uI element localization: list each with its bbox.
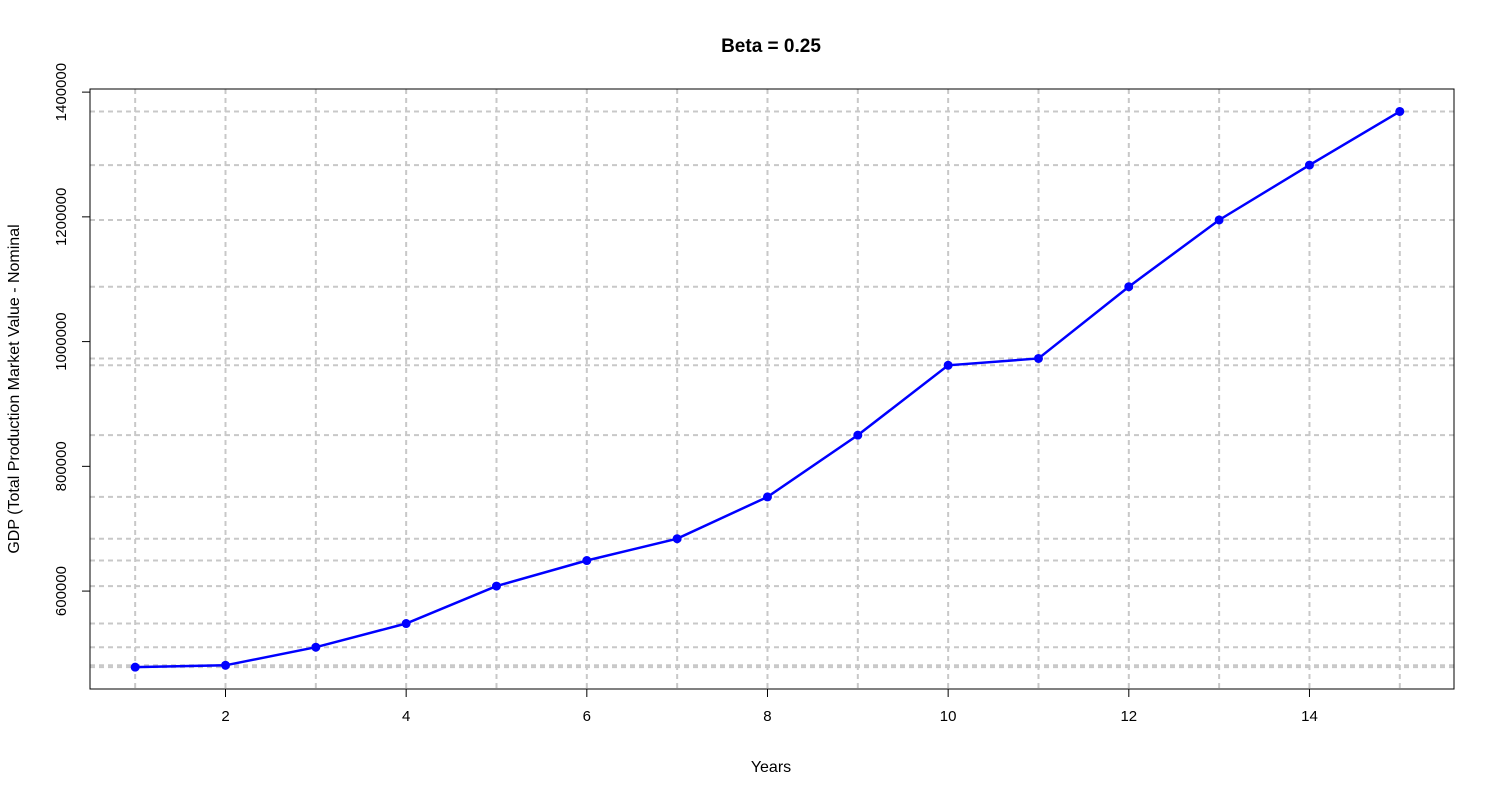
- data-point: [672, 534, 682, 544]
- data-point: [943, 360, 953, 370]
- x-tick-label: 4: [402, 708, 410, 725]
- data-point: [130, 662, 140, 672]
- data-point: [1214, 215, 1224, 225]
- x-tick-label: 14: [1301, 708, 1318, 725]
- data-point: [401, 619, 411, 629]
- y-axis: 600000 800000 1000000 1200000 1400000: [53, 63, 90, 616]
- y-tick-label: 600000: [53, 566, 70, 616]
- data-point: [220, 660, 230, 670]
- x-tick-label: 12: [1120, 708, 1137, 725]
- data-point: [1304, 160, 1314, 170]
- data-point: [582, 556, 592, 566]
- data-point: [1033, 353, 1043, 363]
- x-axis: 2 4 6 8 10 12 14: [221, 689, 1318, 725]
- data-point: [762, 492, 772, 502]
- x-tick-label: 2: [221, 708, 229, 725]
- x-tick-label: 6: [583, 708, 591, 725]
- data-point: [491, 581, 501, 591]
- data-point: [311, 642, 321, 652]
- y-tick-label: 1400000: [53, 63, 70, 121]
- x-tick-label: 8: [763, 708, 771, 725]
- data-point: [1124, 282, 1134, 292]
- y-tick-label: 1000000: [53, 312, 70, 370]
- data-point: [1395, 106, 1405, 116]
- grid: [90, 89, 1454, 689]
- plot-frame: [89, 88, 1455, 690]
- data-series: [130, 106, 1405, 672]
- y-axis-label: GDP (Total Production Market Value - Nom…: [6, 224, 23, 553]
- x-tick-label: 10: [940, 708, 957, 725]
- x-axis-label: Years: [751, 759, 791, 776]
- y-tick-label: 1200000: [53, 188, 70, 246]
- chart-title: Beta = 0.25: [721, 36, 821, 57]
- y-tick-label: 800000: [53, 441, 70, 491]
- data-point: [853, 430, 863, 440]
